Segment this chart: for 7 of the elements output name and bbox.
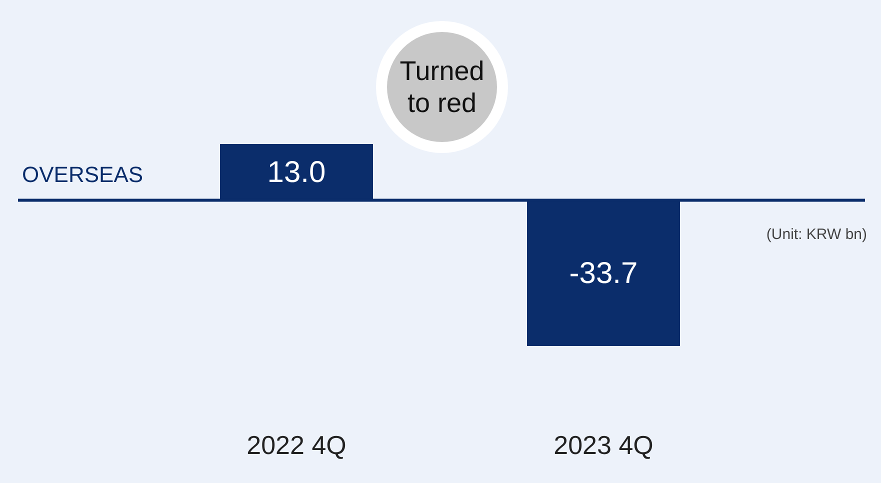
data-label: -33.7 — [569, 257, 638, 290]
text: OVERSEAS — [22, 162, 144, 188]
badge-circle: Turned to red — [376, 21, 508, 153]
annotation: (Unit: KRW bn) — [766, 226, 867, 243]
x-tick-label: 2022 4Q — [246, 430, 346, 460]
x-tick-label: 2023 4Q — [554, 430, 654, 460]
data-label: 13.0 — [267, 156, 326, 190]
